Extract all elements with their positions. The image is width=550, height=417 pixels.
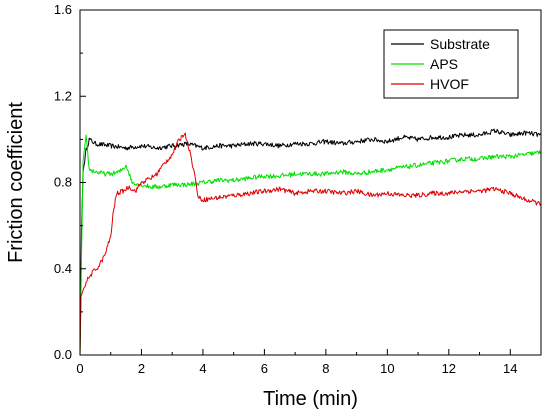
x-tick-label: 0 xyxy=(76,361,83,376)
x-tick-label: 14 xyxy=(503,361,517,376)
y-axis-title: Friction coefficient xyxy=(5,102,27,263)
x-tick-label: 6 xyxy=(261,361,268,376)
x-tick-label: 4 xyxy=(199,361,206,376)
series-layer xyxy=(79,128,542,356)
ticks-layer: 0 2 4 6 8 10 12 14 0.0 0.4 0.8 1.2 1.6 xyxy=(54,2,518,376)
y-tick-label: 0.8 xyxy=(54,175,72,190)
x-tick-label: 12 xyxy=(442,361,456,376)
y-tick-label: 0.4 xyxy=(54,261,72,276)
series-line-aps xyxy=(79,134,542,356)
legend: Substrate APS HVOF xyxy=(383,29,519,99)
series-line-substrate xyxy=(79,128,542,356)
series-line-hvof xyxy=(79,132,542,356)
x-tick-label: 10 xyxy=(380,361,394,376)
legend-label-hvof: HVOF xyxy=(430,76,469,92)
y-tick-label: 1.2 xyxy=(54,88,72,103)
x-tick-label: 2 xyxy=(138,361,145,376)
y-tick-label: 0.0 xyxy=(54,347,72,362)
legend-label-aps: APS xyxy=(430,56,458,72)
y-tick-label: 1.6 xyxy=(54,2,72,17)
x-tick-label: 8 xyxy=(322,361,329,376)
x-axis-title: Time (min) xyxy=(263,388,358,410)
legend-label-substrate: Substrate xyxy=(430,36,490,52)
